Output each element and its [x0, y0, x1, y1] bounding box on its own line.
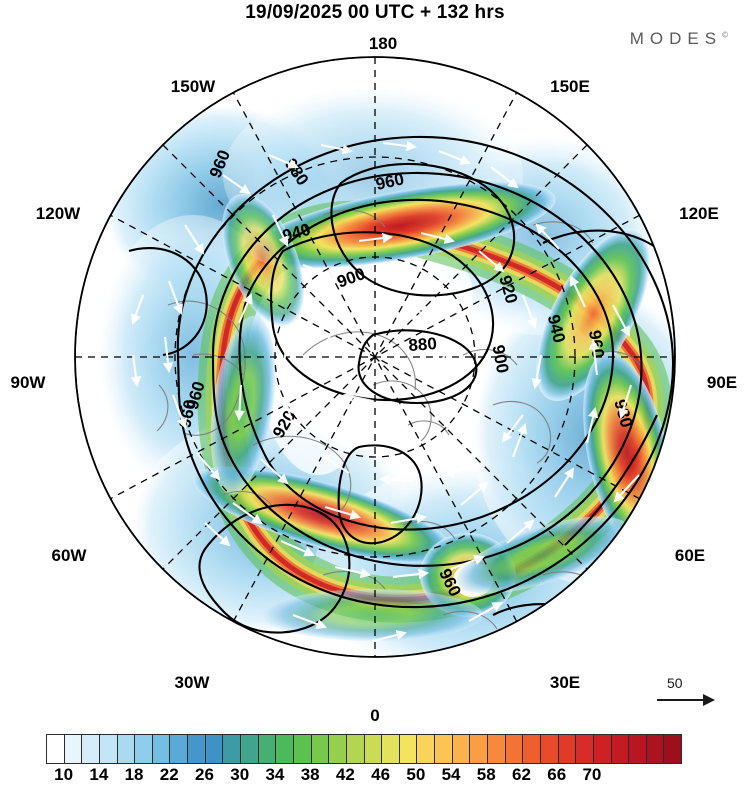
colorbar-tick: 50	[406, 765, 426, 784]
colorbar-cell	[364, 735, 383, 763]
colorbar-tick: 62	[512, 765, 531, 784]
map-fields: 880 900 920 920 900 940 940 960 960 960 …	[75, 57, 675, 657]
colorbar-cell	[593, 735, 612, 763]
colorbar-tick: 22	[159, 765, 179, 784]
vector-scale-key: 50	[655, 675, 735, 711]
colorbar-tick: 70	[582, 765, 602, 784]
colorbar-cell	[452, 735, 471, 763]
colorbar-tick: 58	[476, 765, 496, 784]
globe-outline	[74, 56, 676, 658]
colorbar-tick: 14	[89, 765, 109, 784]
colorbar-cell	[417, 735, 436, 763]
colorbar-cell	[523, 735, 541, 763]
colorbar-cell	[276, 735, 294, 763]
colorbar-cell	[629, 735, 647, 763]
colorbar-cell	[205, 735, 224, 763]
colorbar-cell	[188, 735, 206, 763]
colorbar-cell	[576, 735, 594, 763]
colorbar-cell	[117, 735, 136, 763]
colorbar-cell	[329, 735, 347, 763]
polar-map[interactable]: 880 900 920 920 900 940 940 960 960 960 …	[73, 55, 677, 659]
colorbar-cell	[488, 735, 506, 763]
colorbar-tick: 38	[300, 765, 320, 784]
lon-label-150w: 150W	[170, 77, 216, 96]
colorbar-cell	[346, 735, 365, 763]
colorbar-cell	[646, 735, 665, 763]
colorbar-cell	[470, 735, 489, 763]
contour-label-900b: 900	[489, 343, 513, 374]
lon-label-120e: 120E	[679, 204, 719, 223]
graticule	[75, 57, 675, 657]
colorbar-cell	[135, 735, 153, 763]
contour-label-960d: 960	[585, 329, 608, 360]
contour-label-880: 880	[408, 334, 438, 355]
colorbar-swatches[interactable]	[46, 734, 682, 764]
colorbar-cell	[611, 735, 630, 763]
lon-label-90e: 90E	[706, 373, 738, 392]
colorbar-tick: 30	[230, 765, 250, 784]
modes-logo-text: MODES	[629, 29, 723, 48]
vector-scale-value: 50	[667, 675, 683, 691]
lon-label-0: 0	[370, 706, 380, 725]
colorbar-tick: 26	[195, 765, 214, 784]
colorbar-cell	[399, 735, 418, 763]
lon-label-60w: 60W	[51, 546, 87, 565]
colorbar[interactable]: 10 14 18 22 26 30 34 38 42 46 50 54 58 62 66 70	[46, 734, 684, 784]
colorbar-cell	[170, 735, 189, 763]
colorbar-tick-labels: 10 14 18 22 26 30 34 38 42 46 50 54 58 62 66 70	[46, 764, 682, 786]
colorbar-tick: 34	[265, 765, 285, 784]
colorbar-tick: 18	[124, 765, 144, 784]
colorbar-cell	[223, 735, 242, 763]
colorbar-cell	[311, 735, 330, 763]
colorbar-cell	[47, 735, 65, 763]
colorbar-cell	[99, 735, 118, 763]
lon-label-180: 180	[368, 34, 398, 53]
colorbar-cell	[293, 735, 312, 763]
colorbar-cell	[152, 735, 171, 763]
colorbar-cell	[258, 735, 277, 763]
colorbar-tick: 46	[371, 765, 391, 784]
lon-label-90w: 90W	[10, 373, 46, 392]
colorbar-tick: 54	[441, 765, 461, 784]
page-title: 19/09/2025 00 UTC + 132 hrs	[245, 2, 505, 23]
colorbar-cell	[664, 735, 682, 763]
map-svg: 880 900 920 920 900 940 940 960 960 960 …	[74, 56, 676, 658]
colorbar-cell	[82, 735, 100, 763]
colorbar-tick: 10	[54, 765, 74, 784]
colorbar-cell	[505, 735, 524, 763]
colorbar-tick: 42	[335, 765, 355, 784]
copyright-icon: ©	[722, 30, 728, 40]
wind-vectors	[130, 140, 640, 643]
colorbar-cell	[558, 735, 577, 763]
lon-label-30e: 30E	[549, 673, 581, 692]
vector-scale-arrow-icon	[657, 694, 715, 706]
lon-label-120w: 120W	[35, 204, 81, 223]
colorbar-cell	[382, 735, 400, 763]
colorbar-cell	[241, 735, 259, 763]
colorbar-cell	[435, 735, 453, 763]
lon-label-30w: 30W	[174, 673, 210, 692]
colorbar-cell	[540, 735, 559, 763]
height-contours	[128, 135, 675, 636]
lon-label-60e: 60E	[674, 546, 706, 565]
modes-logo: MODES©	[630, 29, 728, 49]
colorbar-tick: 66	[547, 765, 567, 784]
colorbar-cell	[64, 735, 83, 763]
lon-label-150e: 150E	[550, 77, 590, 96]
